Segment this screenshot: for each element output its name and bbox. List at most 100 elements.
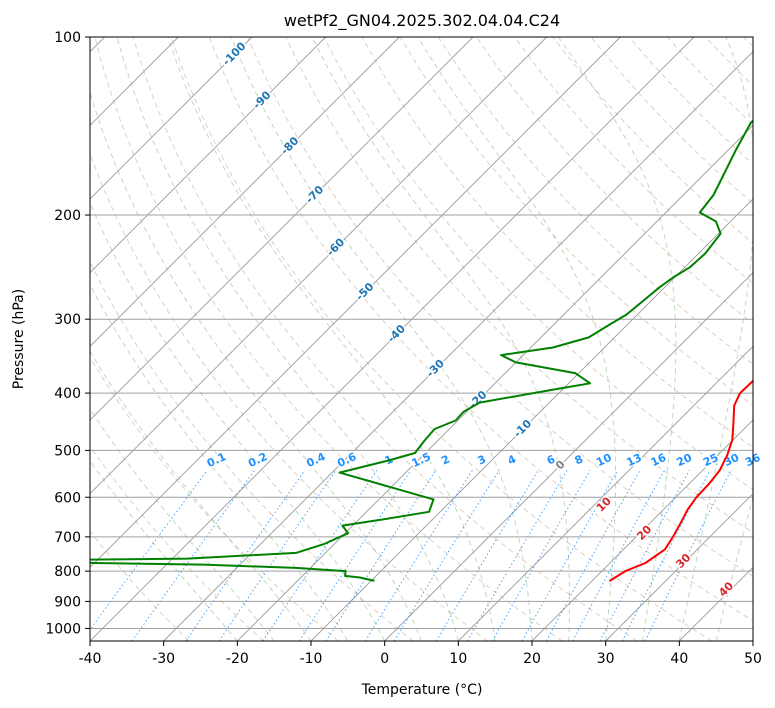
dry-adiabat xyxy=(514,37,753,284)
x-tick-label: 50 xyxy=(744,651,762,667)
isotherm-label: -40 xyxy=(385,322,408,345)
y-axis-label: Pressure (hPa) xyxy=(11,289,27,389)
dry-adiabat xyxy=(170,37,712,641)
isotherm-line xyxy=(90,37,253,200)
mixing-ratio-line xyxy=(393,469,500,641)
mixing-ratio-label: 4 xyxy=(506,452,519,467)
moist-adiabat xyxy=(311,37,570,641)
y-tick-label: 700 xyxy=(54,530,81,546)
mixing-ratio-label: 0.1 xyxy=(205,450,228,470)
moist-adiabat xyxy=(167,37,496,641)
mixing-ratio-label: 25 xyxy=(701,451,720,469)
mixing-ratio-line xyxy=(521,469,619,641)
isotherm-line xyxy=(90,37,695,641)
dry-adiabat xyxy=(90,530,190,641)
isotherm-line xyxy=(458,345,753,641)
isotherm-line xyxy=(90,37,547,495)
mixing-ratio-line xyxy=(572,469,665,641)
mixing-ratio-line xyxy=(218,469,337,641)
x-tick-label: 30 xyxy=(597,651,615,667)
y-tick-label: 800 xyxy=(54,564,81,580)
moist-adiabat-label: 40 xyxy=(716,579,736,599)
plot-frame xyxy=(89,36,754,642)
mixing-ratio-line xyxy=(435,469,539,641)
moist-adiabat xyxy=(90,350,312,641)
background-lines xyxy=(90,37,753,641)
x-tick-label: 20 xyxy=(523,651,541,667)
dry-adiabat xyxy=(247,37,753,577)
x-axis-ticks: -40 -30 -20 -10 0 10 20 30 40 50 xyxy=(79,641,762,667)
isotherm-label: -50 xyxy=(353,280,376,303)
dry-adiabat xyxy=(399,37,753,407)
dry-adiabat xyxy=(90,152,488,641)
mixing-ratio-line xyxy=(545,469,641,641)
isotherm-line xyxy=(605,493,753,641)
moist-adiabat xyxy=(90,460,238,641)
mixing-ratio-labels: 0.1 0.2 0.4 0.6 1 1.5 2 3 4 6 8 10 13 16 20 25 30 36 xyxy=(203,448,764,471)
dry-adiabat xyxy=(94,37,563,641)
moist-adiabat-label: 30 xyxy=(673,551,693,571)
x-tick-label: -20 xyxy=(226,651,249,667)
dry-adiabat xyxy=(285,37,753,534)
dry-adiabat xyxy=(90,260,414,641)
isotherm-label: -10 xyxy=(511,417,534,440)
mixing-ratio-label: 8 xyxy=(573,453,585,468)
mixing-ratio-label: 0.6 xyxy=(335,450,358,470)
y-tick-label: 500 xyxy=(54,443,81,459)
isotherm-line xyxy=(90,37,326,274)
moist-adiabat xyxy=(90,283,349,641)
isotherm-line xyxy=(90,37,474,421)
dry-adiabat xyxy=(132,37,638,641)
y-tick-label: 400 xyxy=(54,386,81,402)
dry-adiabat xyxy=(437,37,753,365)
mixing-ratio-label: 2 xyxy=(439,453,451,468)
moist-adiabat xyxy=(116,37,459,641)
y-tick-label: 1000 xyxy=(45,621,81,637)
moist-adiabat xyxy=(678,37,753,641)
mixing-ratio-line xyxy=(599,469,690,641)
mixing-ratio-label: 13 xyxy=(624,451,643,469)
chart-title: wetPf2_GN04.2025.302.04.04.C24 xyxy=(284,11,560,31)
moist-adiabat xyxy=(90,201,386,641)
isotherm-label: -100 xyxy=(220,39,249,68)
x-axis-label: Temperature (°C) xyxy=(361,682,483,698)
y-tick-label: 100 xyxy=(54,30,81,46)
isotherm-line xyxy=(752,640,753,641)
isotherm-label: -70 xyxy=(303,183,326,206)
y-axis-ticks: 100 200 300 400 500 600 700 800 900 1000 xyxy=(45,30,90,637)
dry-adiabat xyxy=(90,445,264,641)
x-tick-label: 0 xyxy=(380,651,389,667)
mixing-ratio-label: 0.2 xyxy=(246,450,269,470)
y-tick-label: 300 xyxy=(54,312,81,328)
moist-adiabat xyxy=(752,638,753,641)
moist-adiabat xyxy=(230,37,533,641)
isotherm-line xyxy=(679,566,753,641)
isotherm-label: -60 xyxy=(324,235,347,258)
isotherm-line xyxy=(310,198,753,641)
x-tick-label: 10 xyxy=(449,651,467,667)
isotherm-label: -90 xyxy=(250,88,273,111)
mixing-ratio-line xyxy=(298,469,412,641)
dewpoint-profile-line xyxy=(90,119,753,582)
y-tick-label: 600 xyxy=(54,490,81,506)
profile-lines xyxy=(90,119,753,582)
moist-adiabat-label: 20 xyxy=(634,523,654,543)
x-tick-label: 40 xyxy=(670,651,688,667)
mixing-ratio-line xyxy=(262,469,378,641)
moist-adiabat xyxy=(90,91,422,641)
mixing-ratio-line xyxy=(185,469,306,641)
moist-adiabat xyxy=(715,495,753,641)
mixing-ratio-label: 3 xyxy=(475,453,487,468)
x-tick-label: -30 xyxy=(152,651,175,667)
mixing-ratio-label: 20 xyxy=(675,451,695,469)
isotherm-label: -30 xyxy=(424,357,447,380)
x-tick-label: -40 xyxy=(79,651,102,667)
mixing-ratio-line xyxy=(90,469,208,631)
x-tick-label: -10 xyxy=(300,651,323,667)
isotherm-line xyxy=(163,51,753,641)
isotherm-line xyxy=(384,272,753,641)
moist-adiabat xyxy=(557,37,677,641)
moist-adiabat xyxy=(90,408,275,641)
isotherm-label: -80 xyxy=(278,134,301,157)
